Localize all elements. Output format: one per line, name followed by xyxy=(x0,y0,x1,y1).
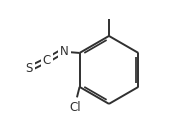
Text: S: S xyxy=(26,62,33,75)
Text: N: N xyxy=(60,45,69,58)
Text: C: C xyxy=(43,54,51,67)
Text: Cl: Cl xyxy=(70,101,82,114)
